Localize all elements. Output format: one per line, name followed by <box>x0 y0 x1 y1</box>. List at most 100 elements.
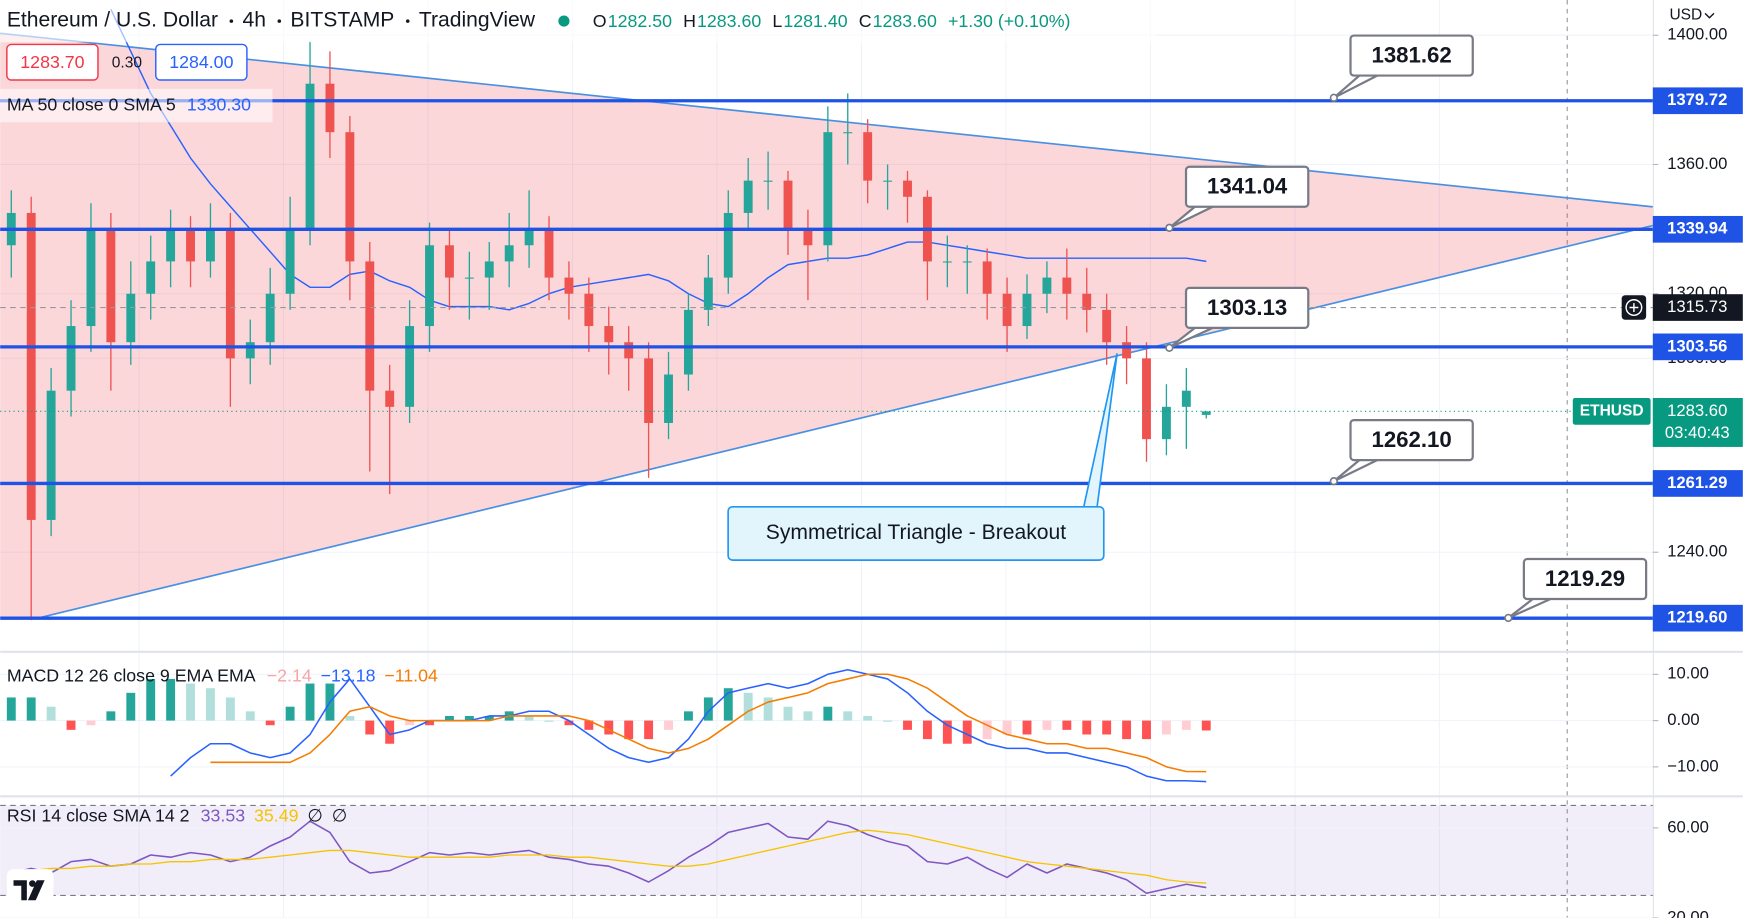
histogram-bar <box>46 706 56 721</box>
histogram-bar <box>863 715 873 721</box>
histogram-bar <box>982 720 992 740</box>
histogram-bar <box>883 720 893 722</box>
rsi-legend-value: 35.49 <box>254 806 299 826</box>
currency-caret <box>1704 12 1715 19</box>
histogram-bar <box>644 720 654 740</box>
separator-dot <box>277 19 282 23</box>
ohlc-value: 1283.60 <box>873 11 937 31</box>
ma-legend-value: 1330.30 <box>187 94 251 114</box>
histogram-bar <box>106 711 116 721</box>
candle-body <box>1022 293 1032 327</box>
candle-body <box>186 229 195 262</box>
candle-body <box>206 229 215 262</box>
histogram-bar <box>624 720 634 740</box>
rsi-legend-extra: ∅ <box>332 806 347 826</box>
histogram-bar <box>245 711 255 721</box>
candle-body <box>683 309 693 375</box>
macd-legend-value: −11.04 <box>384 666 438 686</box>
candle-body <box>664 374 673 423</box>
separator-dot <box>229 19 234 23</box>
level-label: 1219.60 <box>1667 608 1727 627</box>
rsi-line <box>11 829 1207 884</box>
histogram-bar <box>703 697 713 721</box>
currency: USD <box>1669 7 1702 24</box>
candle-body <box>624 342 634 359</box>
candle-body <box>484 261 494 278</box>
y-tick-label: 1360.00 <box>1667 154 1727 173</box>
histogram-bar <box>803 711 813 721</box>
triangle-lower-line <box>38 224 1653 619</box>
level-tag <box>1652 470 1743 497</box>
histogram-bar <box>6 697 16 721</box>
rsi-legend-title: RSI 14 close SMA 14 2 <box>7 806 190 826</box>
candle-body <box>1062 277 1072 294</box>
level-label: 1379.72 <box>1667 90 1727 109</box>
candle-body <box>46 390 56 520</box>
candle-body <box>604 326 614 343</box>
level-label: 1261.29 <box>1667 473 1727 492</box>
histogram-bar <box>425 720 434 726</box>
candle-body <box>942 261 952 263</box>
candle-body <box>444 245 454 278</box>
candle-body <box>644 358 654 423</box>
callout-anchor <box>1504 613 1513 623</box>
histogram-bar <box>683 711 693 721</box>
symbol-title: Ethereum / U.S. Dollar <box>7 9 218 32</box>
y-tick-label: 60.00 <box>1667 817 1709 836</box>
histogram-bar <box>1042 720 1052 730</box>
change: +1.30 (+0.10%) <box>948 11 1070 31</box>
macd-line <box>170 668 1207 783</box>
symbol-label: ETHUSD <box>1580 402 1644 419</box>
candle-body <box>564 277 574 294</box>
ask-box[interactable] <box>155 43 248 81</box>
histogram-bar <box>225 697 235 721</box>
candle-body <box>464 277 474 279</box>
histogram-bar <box>444 715 454 721</box>
histogram-bar <box>305 683 315 721</box>
candle-body <box>245 342 255 359</box>
candle-body <box>584 293 594 327</box>
y-tick-label: 20.00 <box>1667 907 1709 918</box>
callout-box <box>1349 418 1474 462</box>
histogram-bar <box>1022 720 1032 735</box>
callout-label: 1303.13 <box>1207 295 1287 320</box>
histogram-bar <box>1082 720 1092 735</box>
level-tag <box>1652 215 1743 243</box>
candle-body <box>106 229 116 343</box>
candle-body <box>66 326 76 391</box>
candle-body <box>783 180 793 230</box>
callout-box <box>1349 34 1474 77</box>
candle-body <box>325 83 335 133</box>
candle-body <box>365 261 375 391</box>
histogram-bar <box>86 720 96 726</box>
histogram-bar <box>823 706 833 721</box>
histogram-bar <box>405 720 415 726</box>
y-tick-label: −10.00 <box>1667 756 1718 775</box>
histogram-bar <box>166 678 176 721</box>
histogram-bar <box>584 720 594 730</box>
candle-body <box>544 229 554 278</box>
candle-body <box>903 180 912 197</box>
add-alert-icon <box>1629 303 1639 312</box>
bid-box[interactable] <box>6 43 99 81</box>
spread: 0.30 <box>112 54 143 71</box>
legend-background <box>0 88 273 123</box>
candle-body <box>703 277 713 310</box>
histogram-bar <box>1201 720 1211 731</box>
histogram-bar <box>564 720 574 726</box>
candle-body <box>265 293 275 343</box>
callout-anchor <box>1165 343 1174 353</box>
histogram-bar <box>783 706 793 721</box>
ohlc-value: 1282.50 <box>608 11 672 31</box>
histogram-bar <box>1102 720 1112 735</box>
last-price-tag <box>1652 398 1743 447</box>
header-background <box>0 0 1157 43</box>
candle-body <box>803 229 813 246</box>
candle-body <box>425 245 434 327</box>
annotation-text: Symmetrical Triangle - Breakout <box>766 521 1066 544</box>
histogram-bar <box>365 720 375 735</box>
ohlc-label: O <box>593 11 607 31</box>
interval: 4h <box>242 9 265 32</box>
histogram-bar <box>385 720 395 744</box>
